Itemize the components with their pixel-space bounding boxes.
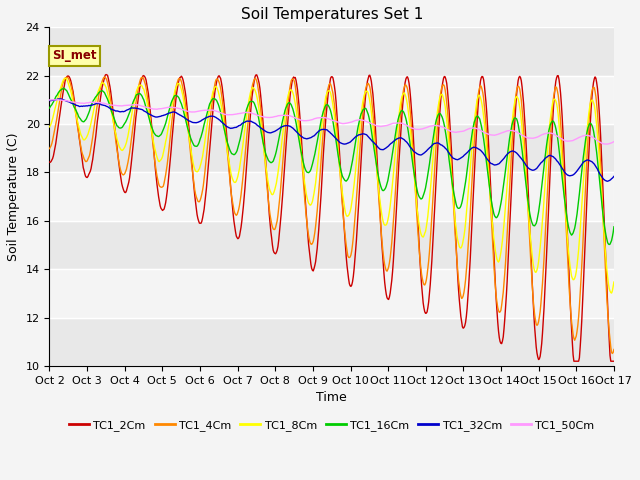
TC1_4Cm: [45, 146, 53, 152]
TC1_8Cm: [401, 92, 409, 97]
Title: Soil Temperatures Set 1: Soil Temperatures Set 1: [241, 7, 423, 22]
TC1_32Cm: [172, 109, 180, 115]
TC1_4Cm: [401, 82, 409, 88]
Line: TC1_4Cm: TC1_4Cm: [49, 77, 614, 353]
TC1_16Cm: [605, 241, 613, 247]
TC1_32Cm: [202, 115, 209, 121]
Bar: [49, 76, 614, 124]
TC1_4Cm: [609, 350, 616, 356]
TC1_2Cm: [56, 113, 63, 119]
TC1_2Cm: [172, 97, 180, 103]
TC1_8Cm: [610, 279, 618, 285]
TC1_2Cm: [45, 159, 53, 165]
TC1_50Cm: [172, 105, 180, 110]
TC1_4Cm: [418, 272, 426, 277]
TC1_2Cm: [418, 282, 426, 288]
TC1_32Cm: [45, 97, 53, 103]
TC1_32Cm: [55, 96, 63, 102]
TC1_8Cm: [608, 290, 616, 296]
TC1_4Cm: [115, 157, 122, 163]
X-axis label: Time: Time: [316, 391, 347, 404]
TC1_50Cm: [115, 103, 122, 108]
TC1_32Cm: [115, 108, 122, 114]
TC1_2Cm: [570, 359, 578, 364]
Line: TC1_50Cm: TC1_50Cm: [49, 100, 614, 144]
TC1_8Cm: [172, 85, 180, 91]
TC1_16Cm: [60, 85, 67, 91]
TC1_50Cm: [610, 139, 618, 144]
TC1_50Cm: [401, 122, 409, 128]
TC1_32Cm: [56, 96, 64, 102]
TC1_50Cm: [202, 108, 209, 113]
TC1_2Cm: [115, 158, 122, 164]
TC1_16Cm: [401, 113, 409, 119]
Bar: [49, 269, 614, 318]
Line: TC1_32Cm: TC1_32Cm: [49, 99, 614, 181]
TC1_4Cm: [100, 74, 108, 80]
TC1_32Cm: [604, 179, 611, 184]
TC1_50Cm: [56, 97, 64, 103]
TC1_2Cm: [102, 72, 110, 77]
TC1_8Cm: [202, 132, 209, 138]
Line: TC1_2Cm: TC1_2Cm: [49, 74, 614, 361]
Line: TC1_16Cm: TC1_16Cm: [49, 88, 614, 244]
TC1_32Cm: [401, 138, 409, 144]
TC1_4Cm: [202, 161, 209, 167]
TC1_16Cm: [202, 116, 209, 121]
TC1_4Cm: [172, 86, 180, 92]
TC1_8Cm: [418, 233, 426, 239]
TC1_8Cm: [45, 124, 53, 130]
TC1_16Cm: [45, 105, 53, 111]
TC1_2Cm: [202, 192, 209, 197]
TC1_32Cm: [418, 152, 426, 157]
TC1_50Cm: [603, 141, 611, 147]
TC1_4Cm: [610, 347, 618, 352]
TC1_2Cm: [401, 80, 409, 85]
TC1_16Cm: [610, 224, 618, 229]
Legend: TC1_2Cm, TC1_4Cm, TC1_8Cm, TC1_16Cm, TC1_32Cm, TC1_50Cm: TC1_2Cm, TC1_4Cm, TC1_8Cm, TC1_16Cm, TC1…: [65, 416, 599, 435]
TC1_4Cm: [56, 98, 63, 104]
TC1_16Cm: [418, 196, 426, 202]
TC1_32Cm: [610, 173, 618, 179]
TC1_16Cm: [172, 93, 180, 98]
TC1_8Cm: [115, 142, 122, 147]
Text: SI_met: SI_met: [52, 49, 97, 62]
Y-axis label: Soil Temperature (C): Soil Temperature (C): [7, 132, 20, 261]
TC1_2Cm: [610, 359, 618, 364]
TC1_50Cm: [45, 97, 53, 103]
TC1_8Cm: [62, 75, 70, 81]
TC1_16Cm: [56, 88, 63, 94]
TC1_16Cm: [115, 125, 122, 131]
Line: TC1_8Cm: TC1_8Cm: [49, 78, 614, 293]
Bar: [49, 172, 614, 221]
TC1_50Cm: [54, 97, 61, 103]
TC1_50Cm: [418, 126, 426, 132]
TC1_8Cm: [56, 88, 63, 94]
